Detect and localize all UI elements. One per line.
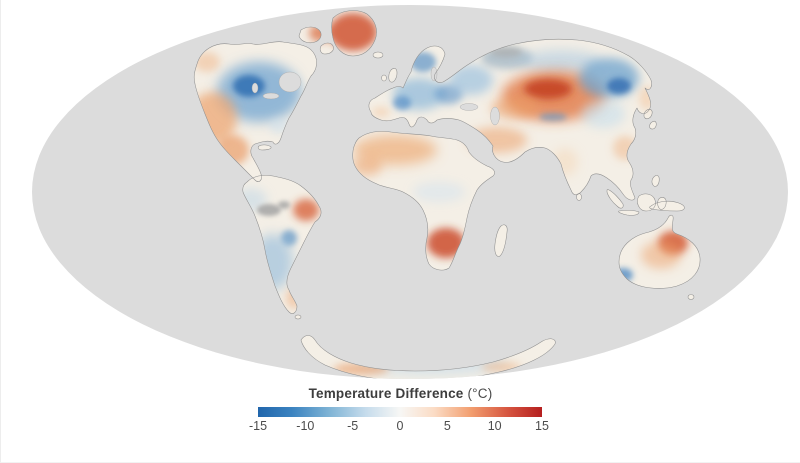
anomaly-australia-south-cold (613, 268, 633, 282)
anomaly-mexico-warm (217, 135, 249, 165)
anomaly-western-us-warm (189, 92, 237, 144)
anomaly-siberia-north-cold-band (521, 50, 601, 74)
no-data-antarctica-no-data (407, 348, 455, 364)
anomaly-balkhash-cold (539, 113, 567, 121)
inland-water-layer (251, 66, 500, 126)
anomaly-alaska-warm (194, 52, 220, 72)
anomaly-canada-cold-core (233, 75, 265, 97)
colorbar-tick-label: 10 (487, 419, 502, 433)
anomaly-central-asia-warm-core (524, 79, 572, 99)
anomaly-scandinavia-cold (410, 52, 436, 72)
water-caspian-sea (490, 106, 500, 126)
legend-unit-label: (°C) (467, 386, 493, 401)
legend-title: Temperature Difference (°C) (1, 386, 800, 401)
anomaly-kazakh-west-warm (491, 97, 539, 119)
anomaly-west-russia-cold (449, 65, 493, 95)
colorbar-gradient (258, 407, 542, 417)
water-black-sea (459, 103, 479, 111)
legend-title-text: Temperature Difference (308, 386, 464, 401)
anomaly-ne-siberia-cold (579, 58, 639, 98)
anomaly-india-pale-warm (552, 148, 578, 176)
anomaly-china-pale-cold (581, 100, 625, 128)
anomaly-kamchatka-warm (639, 86, 655, 110)
anomaly-ne-brazil-warm (293, 199, 319, 221)
anomaly-mideast-warm (467, 127, 527, 153)
colorbar-tick-label: -10 (296, 419, 315, 433)
anomaly-sahel-west-warm (352, 156, 382, 176)
no-data-amazon-no-data-2 (278, 201, 290, 209)
colorbar-tick-label: 15 (535, 419, 549, 433)
colorbar-tick-label: -15 (248, 419, 268, 433)
anomaly-patagonia-tip-warm (286, 287, 302, 309)
anomaly-greenland-warm (329, 13, 377, 51)
colorbar-tick-label: 0 (396, 419, 404, 433)
anomaly-se-us-pale-cold (269, 118, 289, 134)
anomaly-france-cold-core (393, 96, 411, 110)
anomaly-antarctica-fringe-warm-east (481, 362, 521, 372)
anomaly-amazon-west-pale-cold (235, 188, 267, 212)
water-baltic-sea (430, 66, 438, 82)
colorbar-tick-label: 5 (443, 419, 451, 433)
water-lake-winnipeg (251, 82, 259, 94)
no-data-nw-siberia-no-data (490, 47, 522, 57)
anomaly-iberia-warm (372, 107, 390, 117)
anomaly-australia-center-warm (641, 241, 681, 269)
colorbar-tick-labels: -15 -10 -5 0 5 10 15 (249, 419, 549, 433)
water-great-lakes (262, 92, 280, 100)
anomaly-africa-central-pale-cold (413, 182, 465, 202)
temperature-anomaly-layer (189, 13, 688, 375)
anomaly-ne-siberia-cold-core (607, 78, 631, 94)
colorbar-tick-label: -5 (347, 419, 359, 433)
water-hudson-bay (278, 71, 302, 93)
anomaly-antarctica-fringe-warm-west (333, 363, 389, 375)
anomaly-africa-sw-warm (427, 228, 465, 258)
no-data-amazon-no-data-1 (257, 204, 281, 216)
anomaly-indochina-warm (613, 136, 637, 160)
anomaly-southern-sa-cold (253, 234, 293, 290)
